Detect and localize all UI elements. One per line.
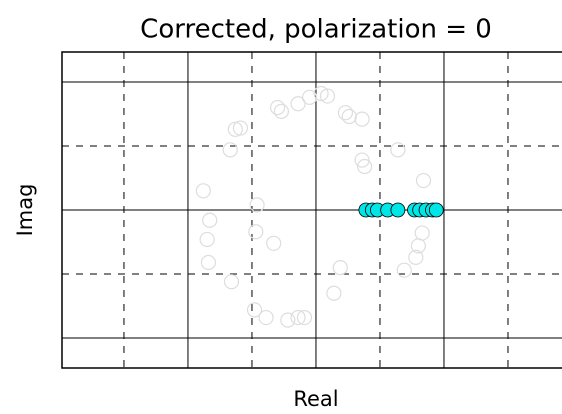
y-axis-label: Imag bbox=[13, 184, 37, 237]
axes-frame bbox=[61, 51, 562, 369]
point bbox=[341, 108, 357, 125]
point bbox=[408, 249, 424, 265]
point bbox=[202, 212, 218, 228]
point bbox=[319, 88, 336, 104]
point bbox=[280, 312, 296, 328]
chart-title: Corrected, polarization = 0 bbox=[140, 15, 492, 45]
point bbox=[390, 142, 406, 158]
point bbox=[414, 225, 430, 241]
point bbox=[227, 121, 243, 137]
point bbox=[354, 111, 370, 127]
point bbox=[301, 89, 318, 105]
point bbox=[415, 172, 432, 189]
point bbox=[410, 238, 426, 254]
point bbox=[232, 120, 249, 136]
point bbox=[258, 309, 274, 326]
point bbox=[428, 202, 444, 218]
point bbox=[200, 254, 217, 271]
point bbox=[266, 235, 282, 251]
point bbox=[396, 262, 412, 278]
point bbox=[269, 99, 286, 116]
point bbox=[296, 309, 313, 326]
point bbox=[332, 260, 348, 276]
point bbox=[249, 197, 265, 213]
point bbox=[390, 202, 406, 218]
point bbox=[273, 103, 290, 120]
point bbox=[326, 285, 342, 301]
point bbox=[199, 231, 215, 248]
x-axis-label: Real bbox=[293, 387, 338, 411]
point bbox=[313, 85, 329, 102]
point bbox=[223, 274, 240, 290]
point bbox=[357, 158, 373, 175]
point bbox=[290, 96, 306, 112]
point bbox=[337, 105, 354, 121]
point bbox=[248, 224, 264, 240]
point bbox=[195, 183, 211, 199]
point bbox=[290, 309, 306, 326]
point bbox=[222, 142, 238, 158]
point bbox=[246, 302, 263, 318]
point bbox=[354, 152, 370, 168]
